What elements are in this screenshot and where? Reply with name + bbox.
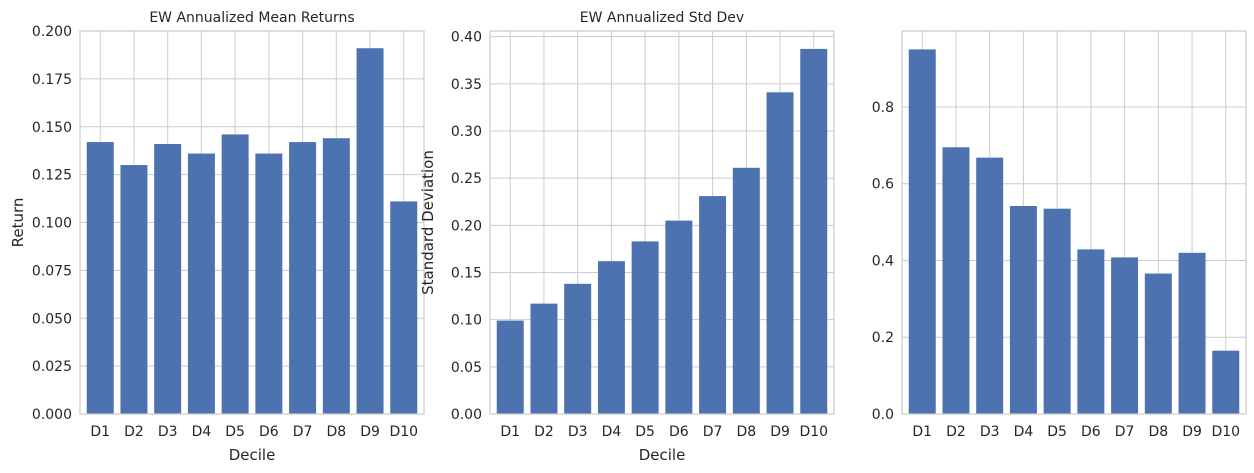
x-tick-label: D7: [703, 424, 723, 440]
bar-d7: [1111, 257, 1139, 414]
bar-d9: [766, 92, 794, 414]
x-tick-label: D4: [192, 424, 212, 440]
bar-d1: [86, 142, 114, 414]
axes-frame: [79, 30, 425, 415]
bar-d7: [289, 142, 317, 414]
bar-d5: [221, 134, 249, 414]
bar-d10: [800, 48, 828, 414]
y-tick-label: 0.30: [451, 124, 482, 140]
x-axis-label: Decile: [229, 446, 276, 464]
bar-d6: [665, 220, 693, 414]
bar-d2: [530, 303, 558, 414]
y-tick-label: 0.20: [451, 218, 482, 234]
bar-d5: [1043, 208, 1071, 414]
x-tick-label: D3: [158, 424, 178, 440]
chart-title: EW Annualized Std Dev: [580, 10, 744, 26]
chart-title: EW Annualized Mean Returns: [149, 10, 354, 26]
x-tick-label: D3: [568, 424, 588, 440]
chart-panel-3: 0.0 0.2 0.4 0.6 0.8 D1 D2 D3 D4 D5 D6 D7 D8 D9 D10: [872, 30, 1247, 440]
x-tick-label: D2: [534, 424, 554, 440]
x-tick-label: D7: [293, 424, 313, 440]
x-tick-label: D8: [1148, 424, 1168, 440]
x-tick-label: D5: [225, 424, 245, 440]
y-tick-label: 0.05: [451, 360, 482, 376]
bar-d3: [564, 283, 592, 414]
x-tick-label: D1: [500, 424, 520, 440]
x-tick-label: D4: [1014, 424, 1034, 440]
y-tick-label: 0.2: [872, 330, 894, 346]
bar-d9: [1178, 252, 1206, 414]
bar-d7: [699, 196, 727, 414]
y-axis-label: Standard Deviation: [419, 150, 437, 295]
y-tick-label: 0.8: [872, 100, 894, 116]
x-tick-label: D2: [946, 424, 966, 440]
x-tick-label: D4: [602, 424, 622, 440]
bar-d3: [976, 157, 1004, 414]
bar-d8: [732, 167, 760, 414]
y-tick-label: 0.050: [32, 311, 72, 327]
y-tick-label: 0.125: [32, 168, 72, 184]
y-tick-label: 0.25: [451, 171, 482, 187]
chart-panel-1: 0.000 0.025 0.050 0.075 0.100 0.125 0.150 0.175…: [9, 10, 425, 464]
x-tick-label: D8: [736, 424, 756, 440]
y-tick-label: 0.10: [451, 313, 482, 329]
bar-d1: [496, 320, 524, 414]
x-tick-label: D9: [1182, 424, 1202, 440]
y-tick-label: 0.175: [32, 72, 72, 88]
x-tick-label: D10: [389, 424, 418, 440]
y-tick-label: 0.15: [451, 265, 482, 281]
x-tick-label: D9: [770, 424, 790, 440]
y-tick-label: 0.150: [32, 120, 72, 136]
y-tick-label: 0.00: [451, 407, 482, 423]
x-tick-label: D8: [326, 424, 346, 440]
bar-d6: [1077, 249, 1105, 414]
x-tick-label: D2: [124, 424, 144, 440]
bar-d1: [908, 49, 936, 415]
y-tick-label: 0.4: [872, 253, 894, 269]
axes-frame: [489, 30, 835, 415]
x-tick-label: D6: [259, 424, 279, 440]
bar-d10: [390, 201, 418, 414]
y-tick-label: 0.0: [872, 407, 894, 423]
y-tick-label: 0.000: [32, 407, 72, 423]
x-tick-label: D5: [635, 424, 655, 440]
y-tick-label: 0.100: [32, 216, 72, 232]
y-tick-label: 0.075: [32, 263, 72, 279]
x-tick-label: D9: [360, 424, 380, 440]
y-axis-label: Return: [9, 198, 27, 248]
axes-frame: [901, 30, 1247, 415]
y-tick-label: 0.40: [451, 30, 482, 46]
bar-d6: [255, 153, 283, 414]
x-tick-label: D1: [912, 424, 932, 440]
x-tick-label: D7: [1115, 424, 1135, 440]
bar-d5: [631, 241, 659, 414]
chart-panel-2: 0.00 0.05 0.10 0.15 0.20 0.25 0.30 0.35 0.40 D1 D2…: [419, 10, 835, 464]
x-tick-label: D5: [1047, 424, 1067, 440]
y-tick-label: 0.200: [32, 24, 72, 40]
bar-d3: [154, 143, 182, 415]
bar-d9: [356, 48, 384, 415]
bar-d4: [1009, 205, 1037, 414]
y-tick-label: 0.025: [32, 359, 72, 375]
bar-d8: [322, 138, 350, 415]
x-tick-label: D3: [980, 424, 1000, 440]
y-tick-label: 0.6: [872, 177, 894, 193]
x-tick-label: D6: [1081, 424, 1101, 440]
bar-d4: [187, 153, 215, 414]
bar-d2: [120, 165, 148, 414]
x-tick-label: D6: [669, 424, 689, 440]
x-axis-label: Decile: [639, 446, 686, 464]
bar-d2: [942, 147, 970, 415]
y-tick-label: 0.35: [451, 77, 482, 93]
bar-d10: [1212, 350, 1240, 414]
x-tick-label: D10: [1211, 424, 1240, 440]
x-tick-label: D10: [799, 424, 828, 440]
bar-d4: [597, 261, 625, 414]
x-tick-label: D1: [90, 424, 110, 440]
bar-d8: [1144, 273, 1172, 414]
